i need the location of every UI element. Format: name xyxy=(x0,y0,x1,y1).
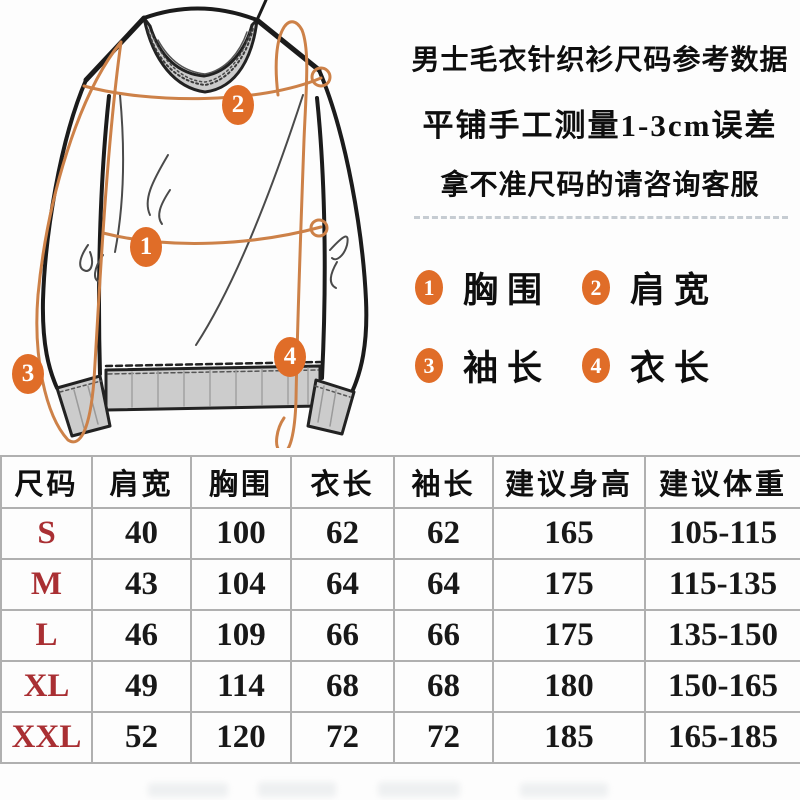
legend-label-shoulder: 肩宽 xyxy=(630,271,719,310)
value-cell: 175 xyxy=(492,609,646,662)
table-row-m: M 43 104 64 64 175 115-135 xyxy=(0,558,800,611)
value-cell: 135-150 xyxy=(644,609,800,662)
size-cell: M xyxy=(0,558,93,611)
value-cell: 72 xyxy=(393,711,494,764)
value-cell: 72 xyxy=(290,711,395,764)
column-header-height: 建议身高 xyxy=(492,455,646,509)
legend-item-sleeve: 3 袖长 xyxy=(415,340,551,391)
column-header-weight: 建议体重 xyxy=(644,455,800,509)
diagram-marker-chest: 1 xyxy=(130,227,162,267)
legend-label-sleeve: 袖长 xyxy=(463,349,552,388)
value-cell: 114 xyxy=(190,660,292,713)
sweater-sketch-svg xyxy=(35,0,369,448)
legend-badge-3: 3 xyxy=(415,348,443,383)
value-cell: 109 xyxy=(190,609,292,662)
value-cell: 165-185 xyxy=(644,711,800,764)
column-header-length: 衣长 xyxy=(290,455,395,509)
column-header-chest: 胸围 xyxy=(190,455,292,509)
value-cell: 104 xyxy=(190,558,292,611)
title-line-3: 拿不准尺码的请咨询客服 xyxy=(440,170,760,201)
value-cell: 49 xyxy=(91,660,192,713)
size-cell: S xyxy=(0,507,93,560)
value-cell: 100 xyxy=(190,507,292,560)
value-cell: 185 xyxy=(492,711,646,764)
value-cell: 64 xyxy=(393,558,494,611)
value-cell: 180 xyxy=(492,660,646,713)
value-cell: 68 xyxy=(290,660,395,713)
legend-item-chest: 1 胸围 xyxy=(415,262,551,313)
value-cell: 62 xyxy=(393,507,494,560)
table-row-xl: XL 49 114 68 68 180 150-165 xyxy=(0,660,800,713)
column-header-size: 尺码 xyxy=(0,455,93,509)
title-line-1: 男士毛衣针织衫尺码参考数据 xyxy=(411,45,789,76)
size-table: 尺码 肩宽 胸围 衣长 袖长 建议身高 建议体重 S 40 100 62 62 … xyxy=(0,455,800,764)
table-row-xxl: XXL 52 120 72 72 185 165-185 xyxy=(0,711,800,764)
diagram-marker-sleeve: 3 xyxy=(12,354,44,394)
diagram-marker-shoulder: 2 xyxy=(222,85,254,125)
value-cell: 150-165 xyxy=(644,660,800,713)
title-line-2: 平铺手工测量1-3cm误差 xyxy=(422,108,778,143)
value-cell: 66 xyxy=(393,609,494,662)
column-header-sleeve: 袖长 xyxy=(393,455,494,509)
legend-label-chest: 胸围 xyxy=(463,271,552,310)
value-cell: 105-115 xyxy=(644,507,800,560)
legend-item-length: 4 衣长 xyxy=(582,340,718,391)
value-cell: 62 xyxy=(290,507,395,560)
table-row-s: S 40 100 62 62 165 105-115 xyxy=(0,507,800,560)
value-cell: 175 xyxy=(492,558,646,611)
legend-badge-4: 4 xyxy=(582,348,610,383)
legend-label-length: 衣长 xyxy=(630,349,719,388)
diagram-marker-length: 4 xyxy=(274,337,306,377)
dashed-divider xyxy=(414,216,788,219)
legend-item-shoulder: 2 肩宽 xyxy=(582,262,718,313)
sweater-diagram: 1 2 3 4 xyxy=(0,0,410,448)
size-cell: L xyxy=(0,609,93,662)
value-cell: 52 xyxy=(91,711,192,764)
value-cell: 68 xyxy=(393,660,494,713)
value-cell: 43 xyxy=(91,558,192,611)
value-cell: 40 xyxy=(91,507,192,560)
legend-badge-2: 2 xyxy=(582,270,610,305)
size-cell: XXL xyxy=(0,711,93,764)
value-cell: 46 xyxy=(91,609,192,662)
size-cell: XL xyxy=(0,660,93,713)
value-cell: 120 xyxy=(190,711,292,764)
column-header-shoulder: 肩宽 xyxy=(91,455,192,509)
value-cell: 165 xyxy=(492,507,646,560)
table-header-row: 尺码 肩宽 胸围 衣长 袖长 建议身高 建议体重 xyxy=(0,455,800,509)
value-cell: 115-135 xyxy=(644,558,800,611)
table-row-l: L 46 109 66 66 175 135-150 xyxy=(0,609,800,662)
value-cell: 66 xyxy=(290,609,395,662)
value-cell: 64 xyxy=(290,558,395,611)
legend-badge-1: 1 xyxy=(415,270,443,305)
